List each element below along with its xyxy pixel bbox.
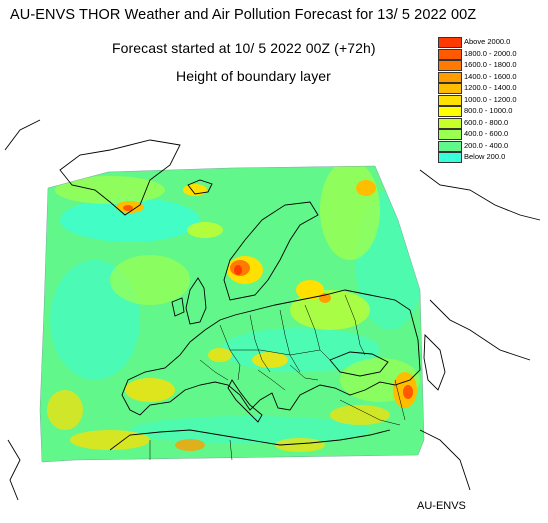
legend-label: 1200.0 - 1400.0 (464, 83, 517, 92)
legend-swatch (438, 117, 462, 129)
border-caucasus (394, 379, 406, 421)
border-algeria-libya (229, 439, 233, 461)
legend-label: 1000.0 - 1200.0 (464, 94, 517, 104)
hotspot-iberia (125, 378, 175, 402)
legend-swatch (438, 140, 462, 152)
border-turkey-syria (339, 399, 401, 426)
hotspot-caucasus-core (403, 385, 413, 399)
map-title: AU-ENVS THOR Weather and Air Pollution F… (10, 7, 477, 23)
legend-item: 1200.0 - 1400.0 (436, 82, 546, 94)
legend-swatch (438, 37, 462, 48)
legend-label: 1800.0 - 2000.0 (464, 48, 517, 58)
legend-label: 1400.0 - 1600.0 (464, 71, 517, 81)
border-balkans-a (257, 369, 286, 391)
map-area (0, 110, 548, 518)
coast-outer-ne (419, 169, 541, 221)
domain-outline (39, 165, 425, 463)
hotspot-alps (208, 348, 232, 362)
hotspot-belarus (319, 293, 331, 303)
legend-label: 400.0 - 600.0 (464, 129, 509, 138)
hotspot-north-africa-central (175, 439, 205, 451)
boundary-layer-field (40, 166, 424, 462)
coast-great-britain (185, 277, 207, 325)
border-belarus-ukraine (304, 304, 331, 361)
hotspot-atlantic-southwest (47, 390, 83, 430)
border-central-east-west (230, 349, 321, 356)
field-low-north-atlantic (60, 198, 200, 242)
legend-item: 800.0 - 1000.0 (436, 105, 546, 117)
country-borders (149, 294, 406, 461)
coast-north-africa (109, 429, 391, 451)
border-balkans-b (289, 364, 319, 381)
legend-swatch (438, 106, 462, 117)
legend-item: 200.0 - 400.0 (436, 140, 546, 152)
hotspot-middle-east (330, 405, 390, 425)
field-mid-bay (110, 255, 190, 305)
legend-item: 1400.0 - 1600.0 (436, 71, 546, 83)
hotspot-norway-sea (187, 222, 223, 238)
legend-label: Below 200.0 (464, 152, 506, 161)
border-iberia-france (199, 359, 229, 381)
legend-item: 1600.0 - 1800.0 (436, 59, 546, 71)
coast-outer-sw (7, 439, 21, 501)
legend-swatch (438, 60, 462, 71)
legend-label: 200.0 - 400.0 (464, 140, 509, 150)
coast-greenland (59, 139, 181, 216)
border-russia-ukraine (344, 294, 366, 356)
legend-label: 600.0 - 800.0 (464, 117, 509, 127)
field-low-mediterranean (130, 416, 370, 444)
hotspot-scandinavia-peak (234, 265, 242, 275)
coast-europe (121, 289, 421, 416)
coast-ireland (171, 297, 185, 317)
border-france-germany (219, 324, 241, 381)
legend-swatch (438, 152, 462, 163)
legend-item: Above 2000.0 (436, 36, 546, 48)
hotspot-greenland-core (123, 205, 133, 211)
coast-italy (227, 379, 263, 423)
forecast-start-subtitle: Forecast started at 10/ 5 2022 00Z (+72h… (112, 40, 376, 56)
hotspot-libya (275, 438, 325, 452)
legend-swatch (438, 129, 462, 140)
legend-swatch (438, 83, 462, 94)
hotspot-north-russia (356, 180, 376, 196)
coast-outer-nw (4, 119, 41, 151)
coast-black-sea (329, 351, 389, 377)
coast-caspian (423, 333, 446, 391)
field-mid-north (55, 176, 165, 204)
border-poland-ukraine (279, 309, 301, 373)
legend-item: Below 200.0 (436, 151, 546, 163)
legend-label: 1600.0 - 1800.0 (464, 60, 517, 69)
field-mid-east (320, 166, 380, 260)
producer-credit: AU-ENVS (417, 500, 466, 512)
legend-item: 400.0 - 600.0 (436, 128, 546, 140)
legend-item: 600.0 - 800.0 (436, 117, 546, 129)
coast-scandinavia (223, 201, 319, 301)
legend-item: 1000.0 - 1200.0 (436, 94, 546, 106)
variable-title: Height of boundary layer (176, 68, 331, 84)
legend-swatch (438, 71, 462, 83)
hotspot-north-africa-west (70, 430, 150, 450)
hotspot-baltic (296, 280, 324, 300)
legend-label: 800.0 - 1000.0 (464, 106, 513, 115)
hotspot-balkans (252, 352, 288, 368)
legend-swatch (438, 94, 462, 106)
legend-label: Above 2000.0 (464, 37, 511, 46)
coast-outer-east (429, 299, 531, 361)
legend-swatch (438, 48, 462, 60)
map-svg (4, 119, 541, 501)
coast-outer-se (419, 429, 471, 491)
coastlines (4, 119, 541, 501)
coast-iceland (187, 179, 213, 195)
legend: Above 2000.0 1800.0 - 2000.0 1600.0 - 1800… (436, 36, 546, 163)
legend-item: 1800.0 - 2000.0 (436, 48, 546, 60)
